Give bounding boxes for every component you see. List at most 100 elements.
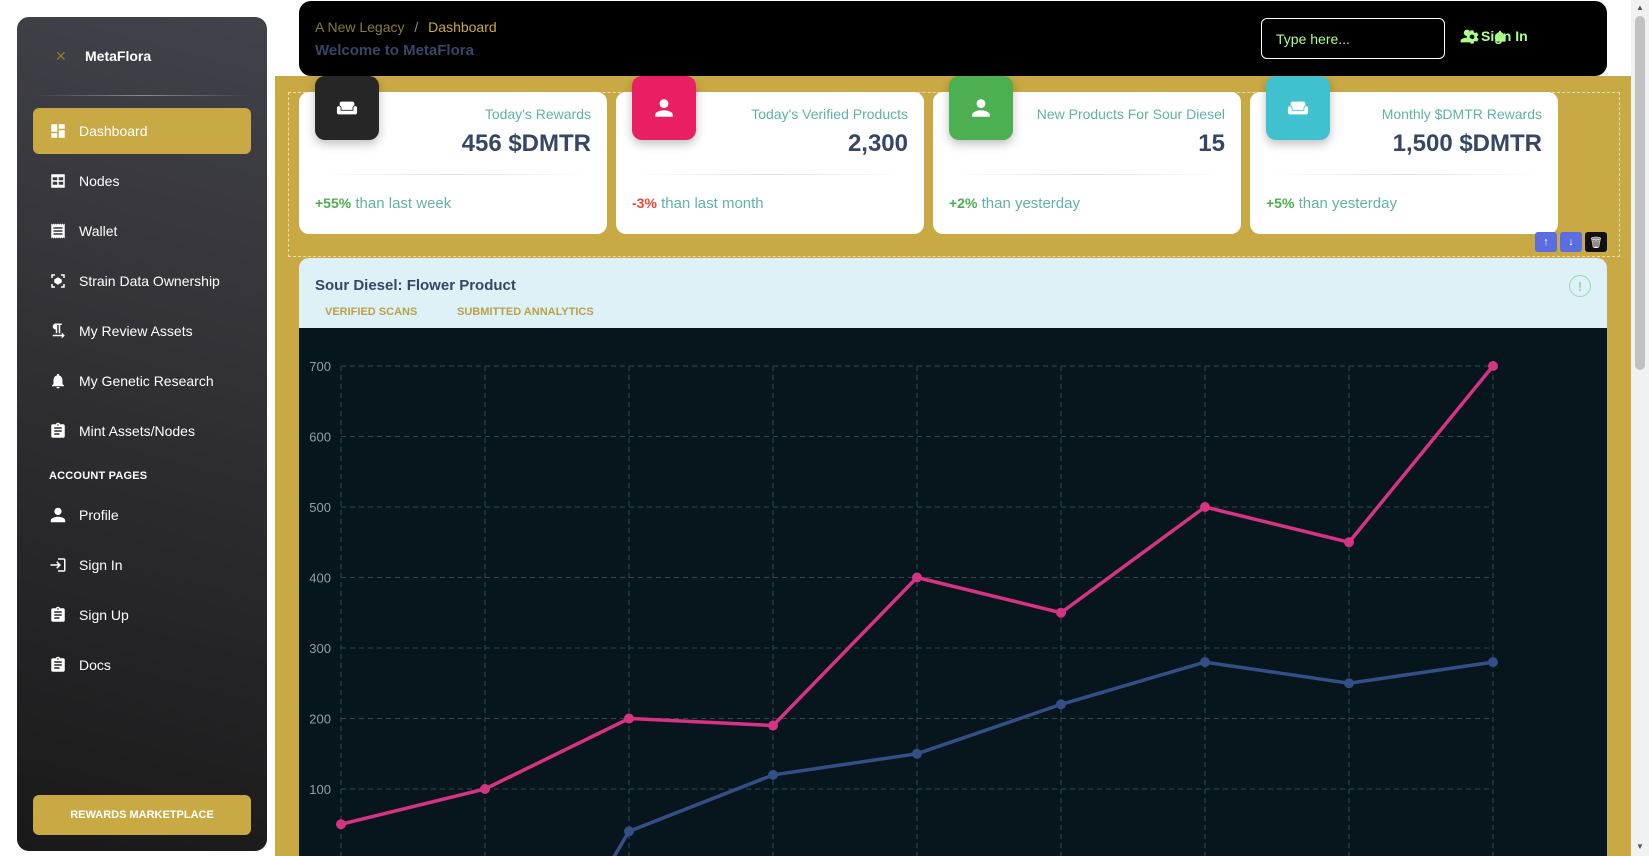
stat-card-delta-text: than last month xyxy=(661,195,764,212)
dashboard-icon xyxy=(49,122,67,140)
scrollbar-thumb[interactable] xyxy=(1635,16,1645,370)
sidebar-item-profile[interactable]: Profile xyxy=(33,492,251,538)
stat-card-value: 2,300 xyxy=(847,130,908,157)
sidebar-item-dashboard[interactable]: Dashboard xyxy=(33,108,251,154)
stat-card-label: New Products For Sour Diesel xyxy=(1036,106,1225,122)
page-scrollbar[interactable]: ▲ ▼ xyxy=(1631,0,1649,856)
delete-widget-button[interactable]: 🗑 xyxy=(1585,232,1607,252)
stat-card-delta-text: than yesterday xyxy=(981,195,1080,212)
sidebar-item-label: Nodes xyxy=(79,173,120,189)
brand-name: MetaFlora xyxy=(85,48,152,64)
settings-gear-icon[interactable] xyxy=(1464,29,1480,45)
sidebar-item-label: Sign Up xyxy=(79,607,129,623)
info-alert-icon[interactable]: ! xyxy=(1569,275,1591,297)
series-line xyxy=(612,660,1494,856)
search-input[interactable] xyxy=(1261,18,1445,59)
stat-card-delta-text: than last week xyxy=(355,195,452,212)
y-tick-label: 300 xyxy=(309,641,331,656)
weekend-icon xyxy=(315,76,379,140)
sidebar-item-my-review-assets[interactable]: My Review Assets xyxy=(33,308,251,354)
sidebar-divider xyxy=(33,95,251,96)
line-chart: 100 200 300 400 500 600 700 xyxy=(309,359,1498,856)
sidebar-item-strain-data-ownership[interactable]: Strain Data Ownership xyxy=(33,258,251,304)
data-point xyxy=(1056,699,1066,710)
data-point xyxy=(1488,361,1498,371)
data-point xyxy=(1056,607,1066,618)
person-icon xyxy=(949,76,1013,140)
move-up-button[interactable]: ↑ xyxy=(1535,232,1557,252)
data-point xyxy=(1200,657,1210,668)
y-tick-label: 700 xyxy=(309,359,331,374)
y-tick-label: 600 xyxy=(309,430,331,445)
stat-card-divider xyxy=(1266,174,1542,175)
sidebar-item-sign-up[interactable]: Sign Up xyxy=(33,592,251,638)
view-in-ar-icon xyxy=(49,272,67,290)
sidebar-item-nodes[interactable]: Nodes xyxy=(33,158,251,204)
move-down-button[interactable]: ↓ xyxy=(1560,232,1582,252)
data-point xyxy=(768,769,778,780)
sidebar-item-docs[interactable]: Docs xyxy=(33,642,251,688)
data-point xyxy=(480,784,490,794)
stat-card-label: Monthly $DMTR Rewards xyxy=(1381,106,1542,122)
stat-card-delta: +2% xyxy=(949,195,978,211)
stat-card-divider xyxy=(632,174,908,175)
y-tick-label: 100 xyxy=(309,782,331,797)
stat-card-footer: +5% than yesterday xyxy=(1266,195,1397,212)
sidebar-item-label: Profile xyxy=(79,507,119,523)
brand[interactable]: ✕ MetaFlora xyxy=(17,17,267,95)
data-point xyxy=(912,572,922,583)
stat-card-footer: -3% than last month xyxy=(632,195,764,212)
notifications-bell-icon[interactable] xyxy=(1492,29,1508,45)
tab-verified-scans[interactable]: VERIFIED SCANS xyxy=(325,306,418,318)
breadcrumb-separator: / xyxy=(414,19,419,35)
data-point xyxy=(1344,537,1354,548)
assignment-icon xyxy=(49,656,67,674)
scroll-down-arrow-icon[interactable]: ▼ xyxy=(1636,842,1644,851)
weekend-icon xyxy=(1266,76,1330,140)
chart-panel-title: Sour Diesel: Flower Product xyxy=(315,277,516,294)
stat-card-label: Today's Verified Products xyxy=(751,106,908,122)
assignment-icon xyxy=(49,422,67,440)
breadcrumb-root[interactable]: A New Legacy xyxy=(315,19,405,35)
stat-card: Today's Rewards 456 $DMTR +55% than last… xyxy=(299,76,607,234)
scroll-up-arrow-icon[interactable]: ▲ xyxy=(1636,3,1644,12)
sidebar-item-label: Dashboard xyxy=(79,123,148,139)
format-textdirection-icon xyxy=(49,322,67,340)
stat-card: New Products For Sour Diesel 15 +2% than… xyxy=(933,76,1241,234)
sidebar-item-label: Mint Assets/Nodes xyxy=(79,423,195,439)
sidebar-item-label: Wallet xyxy=(79,223,118,239)
sidebar-item-my-genetic-research[interactable]: My Genetic Research xyxy=(33,358,251,404)
top-navbar: A New Legacy / Dashboard Welcome to Meta… xyxy=(299,1,1607,76)
sidebar-item-sign-in[interactable]: Sign In xyxy=(33,542,251,588)
stat-card-value: 1,500 $DMTR xyxy=(1392,130,1542,157)
data-point xyxy=(336,819,346,830)
receipt-icon xyxy=(49,222,67,240)
rewards-marketplace-button[interactable]: REWARDS MARKETPLACE xyxy=(33,795,251,835)
sidebar-item-label: Sign In xyxy=(79,557,123,573)
data-point xyxy=(1344,678,1354,689)
stat-card-divider xyxy=(949,174,1225,175)
data-point xyxy=(768,720,778,731)
y-tick-label: 400 xyxy=(309,571,331,586)
breadcrumb: A New Legacy / Dashboard xyxy=(315,19,497,35)
tab-submitted-analytics[interactable]: SUBMITTED ANNALYTICS xyxy=(457,306,594,318)
chart-area: 100 200 300 400 500 600 700 xyxy=(299,328,1607,856)
stat-card-divider xyxy=(315,174,591,175)
sidebar-item-wallet[interactable]: Wallet xyxy=(33,208,251,254)
data-point xyxy=(1200,502,1210,512)
stat-card-value: 456 $DMTR xyxy=(461,130,591,157)
chart-header: Sour Diesel: Flower Product VERIFIED SCA… xyxy=(299,258,1607,328)
stat-card-delta: +5% xyxy=(1266,195,1295,211)
y-tick-label: 500 xyxy=(309,500,331,515)
breadcrumb-current: Dashboard xyxy=(428,19,497,35)
stat-card-delta: -3% xyxy=(632,195,657,211)
stat-card-delta-text: than yesterday xyxy=(1298,195,1397,212)
stat-card: Today's Verified Products 2,300 -3% than… xyxy=(616,76,924,234)
sidebar-item-mint-assets-nodes[interactable]: Mint Assets/Nodes xyxy=(33,408,251,454)
chart-panel: Sour Diesel: Flower Product VERIFIED SCA… xyxy=(299,258,1607,856)
data-point xyxy=(912,748,922,759)
stat-card-label: Today's Rewards xyxy=(484,106,591,122)
data-point xyxy=(624,713,634,724)
notifications-icon xyxy=(49,372,67,390)
sidebar-item-label: My Review Assets xyxy=(79,323,193,339)
